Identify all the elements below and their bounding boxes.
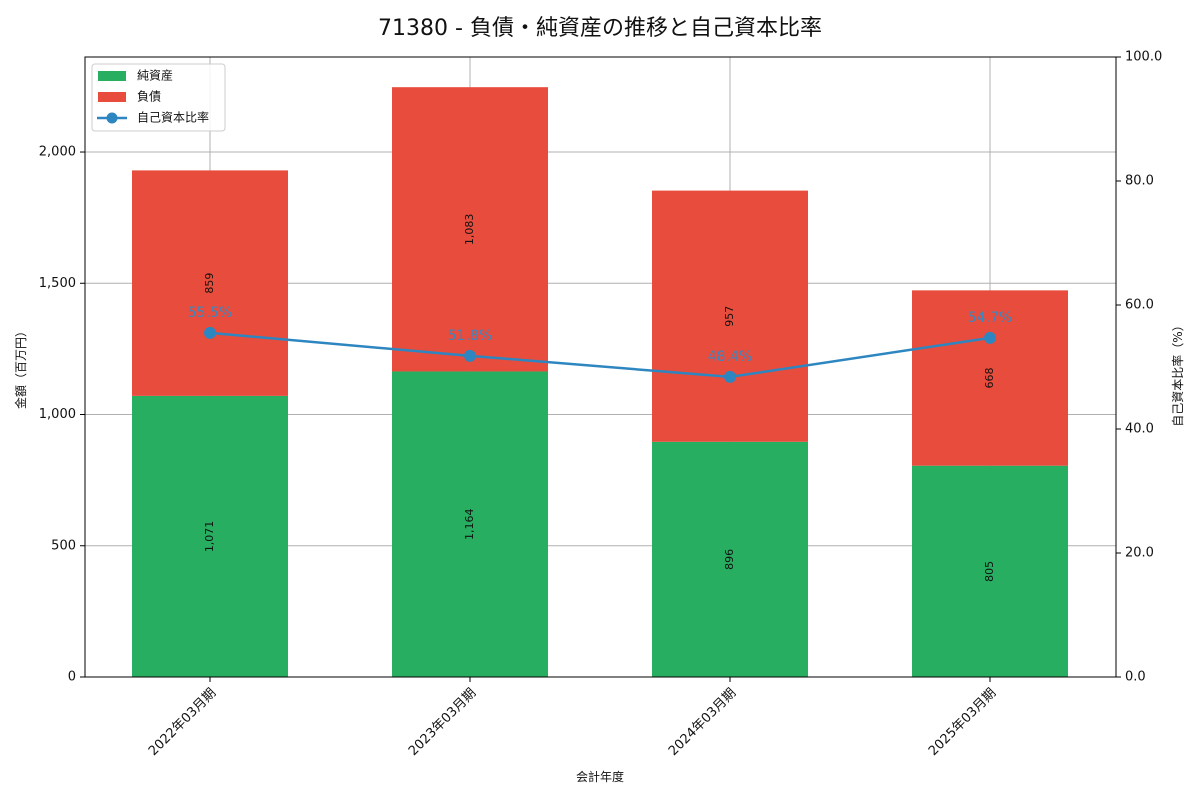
legend-label-net-assets: 純資産 — [137, 68, 173, 83]
bar-label-net-assets: 1,071 — [203, 521, 216, 553]
bar-label-liabilities: 957 — [723, 306, 736, 327]
bars: 1,071 859 1,164 1,083 896 957 805 668 — [132, 87, 1068, 677]
y2-tick-label: 0.0 — [1125, 670, 1146, 685]
y2-tick-label: 40.0 — [1125, 422, 1154, 437]
legend-label-ratio: 自己資本比率 — [137, 110, 209, 125]
y-tick-label: 2,000 — [39, 145, 76, 160]
bar-label-liabilities: 668 — [983, 368, 996, 389]
y2-tick-label: 60.0 — [1125, 298, 1154, 313]
chart-title: 71380 - 負債・純資産の推移と自己資本比率 — [378, 16, 822, 41]
bar-label-liabilities: 859 — [203, 273, 216, 294]
ratio-marker — [724, 370, 736, 383]
y-tick-label: 0 — [68, 670, 76, 685]
bar-liabilities — [912, 290, 1068, 466]
bar-net-assets — [652, 441, 808, 677]
ratio-marker — [464, 349, 476, 362]
y-tick-label: 1,000 — [39, 407, 76, 422]
plot-frame — [84, 56, 1117, 678]
y-tick-label: 500 — [51, 538, 76, 553]
equity-ratio-line: 55.5% 51.8% 48.4% 54.7% — [188, 305, 1012, 383]
ratio-label: 48.4% — [708, 349, 752, 365]
x-tick-label: 2023年03月期 — [406, 686, 479, 759]
bar-liabilities — [392, 87, 548, 372]
bar-label-net-assets: 1,164 — [463, 508, 476, 540]
x-axis-label: 会計年度 — [576, 769, 624, 784]
bar-liabilities — [652, 190, 808, 442]
legend-label-liabilities: 負債 — [137, 89, 161, 104]
ratio-marker — [984, 331, 996, 344]
bar-net-assets — [392, 371, 548, 677]
legend-swatch-net-assets — [98, 71, 126, 81]
y-axis-label: 金額（百万円） — [13, 325, 28, 409]
bar-net-assets — [132, 395, 288, 677]
ratio-marker — [204, 326, 216, 339]
legend-swatch-liabilities — [98, 92, 126, 102]
legend-swatch-ratio-marker — [106, 112, 118, 124]
bar-label-liabilities: 1,083 — [463, 214, 476, 246]
x-tick-label: 2024年03月期 — [666, 686, 739, 759]
bar-net-assets — [912, 465, 1068, 677]
y-tick-label: 1,500 — [39, 276, 76, 291]
ratio-label: 54.7% — [968, 310, 1012, 326]
bar-liabilities — [132, 170, 288, 396]
y2-axis-label: 自己資本比率（%） — [1170, 319, 1185, 426]
ratio-line — [209, 331, 991, 379]
ratio-label: 51.8% — [448, 328, 492, 344]
x-tick-label: 2025年03月期 — [926, 686, 999, 759]
x-tick-label: 2022年03月期 — [146, 686, 219, 759]
ratio-label: 55.5% — [188, 305, 232, 321]
y2-tick-label: 100.0 — [1125, 50, 1162, 65]
bar-label-net-assets: 805 — [983, 561, 996, 582]
y2-tick-label: 20.0 — [1125, 546, 1154, 561]
bar-label-net-assets: 896 — [723, 549, 736, 570]
y2-tick-label: 80.0 — [1125, 174, 1154, 189]
